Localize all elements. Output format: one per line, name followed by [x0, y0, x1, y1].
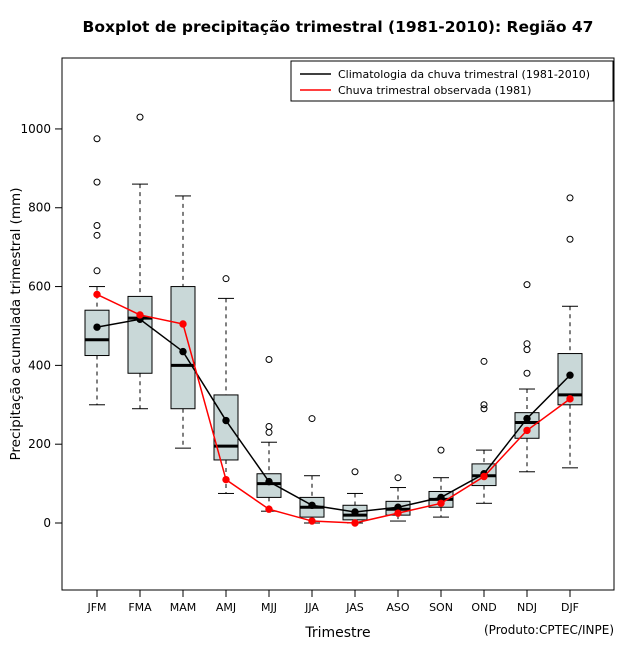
- outlier-point: [308, 415, 316, 423]
- footnote: (Produto:CPTEC/INPE): [484, 623, 614, 637]
- series-line: [96, 318, 571, 513]
- outlier-point: [222, 275, 230, 283]
- series-point: [480, 472, 488, 481]
- x-tick-label: JAS: [345, 601, 364, 614]
- outlier-point: [265, 355, 273, 363]
- series-point: [222, 475, 230, 484]
- series-point: [437, 499, 445, 508]
- boxplot-NDJ: [514, 281, 540, 473]
- plot-area: 0 200 400 600 800 1000 JFM FMA MAM AMJ MJJ JJA JAS AS…: [20, 57, 615, 614]
- legend-box: [290, 60, 614, 102]
- outlier-point: [437, 446, 445, 454]
- series-point: [93, 290, 101, 299]
- boxplot-MJJ: [256, 355, 282, 512]
- y-tick-label: 400: [28, 358, 51, 372]
- plot-frame: [61, 57, 615, 591]
- y-axis-label: Precipitação acumulada trimestral (mm): [8, 188, 24, 461]
- y-tick-label: 600: [28, 280, 51, 294]
- iqr-box: [84, 309, 110, 357]
- series-point: [308, 517, 316, 525]
- outlier-point: [93, 135, 101, 143]
- outlier-point: [480, 405, 488, 413]
- x-tick-label: FMA: [128, 601, 152, 614]
- series-point: [566, 395, 574, 403]
- series-point: [93, 323, 101, 331]
- series-point: [265, 477, 273, 486]
- outlier-point: [523, 281, 531, 289]
- x-tick-label: ASO: [386, 601, 410, 614]
- series-point: [523, 414, 531, 423]
- outlier-point: [480, 357, 488, 365]
- y-tick-label: 1000: [20, 122, 51, 136]
- series-point: [179, 320, 187, 328]
- legend-label-observada: Chuva trimestral observada (1981): [338, 84, 531, 97]
- series-observada: [93, 290, 574, 527]
- x-tick-label: DJF: [561, 601, 579, 614]
- boxplot-AMJ: [213, 275, 239, 494]
- series-point: [394, 509, 402, 517]
- boxplot-FMA: [127, 113, 153, 410]
- outlier-point: [93, 178, 101, 186]
- x-tick-label: NDJ: [517, 601, 537, 614]
- boxplot-JFM: [84, 135, 110, 406]
- series-point: [566, 371, 574, 379]
- outlier-point: [566, 235, 574, 243]
- boxplot-MAM: [170, 195, 196, 449]
- outlier-point: [394, 474, 402, 482]
- outlier-point: [93, 267, 101, 275]
- x-tick-label: AMJ: [216, 601, 236, 614]
- x-tick-label: JJA: [304, 601, 319, 614]
- series-point: [179, 347, 187, 356]
- outlier-point: [480, 401, 488, 409]
- y-tick-label: 0: [43, 516, 51, 530]
- outlier-point: [523, 369, 531, 377]
- boxplot-DJF: [557, 194, 583, 469]
- outlier-point: [523, 346, 531, 354]
- outlier-point: [523, 340, 531, 348]
- y-tick-label: 800: [28, 201, 51, 215]
- iqr-box: [127, 295, 153, 374]
- x-tick-label: SON: [429, 601, 453, 614]
- series-point: [308, 501, 316, 509]
- series-line: [96, 293, 571, 524]
- legend: Climatologia da chuva trimestral (1981-2…: [290, 60, 614, 102]
- series-point: [136, 311, 144, 319]
- outlier-point: [566, 194, 574, 202]
- chart-title: Boxplot de precipitação trimestral (1981…: [83, 18, 594, 36]
- outlier-point: [351, 468, 359, 476]
- series-climatologia: [93, 315, 574, 516]
- outlier-point: [265, 422, 273, 430]
- x-tick-label: MJJ: [261, 601, 277, 614]
- series-point: [222, 416, 230, 425]
- x-axis-label: Trimestre: [304, 625, 370, 641]
- iqr-box: [256, 473, 282, 498]
- series-point: [265, 505, 273, 513]
- series-point: [351, 508, 359, 516]
- outlier-point: [136, 113, 144, 121]
- iqr-box: [170, 286, 196, 410]
- x-tick-label: MAM: [170, 601, 197, 614]
- legend-label-climatologia: Climatologia da chuva trimestral (1981-2…: [338, 68, 590, 81]
- series-point: [351, 519, 359, 527]
- x-tick-label: JFM: [86, 601, 106, 614]
- series-point: [523, 426, 531, 435]
- outlier-point: [265, 428, 273, 436]
- outlier-point: [93, 221, 101, 229]
- x-tick-label: OND: [471, 601, 496, 614]
- y-tick-label: 200: [28, 437, 51, 451]
- outlier-point: [93, 231, 101, 239]
